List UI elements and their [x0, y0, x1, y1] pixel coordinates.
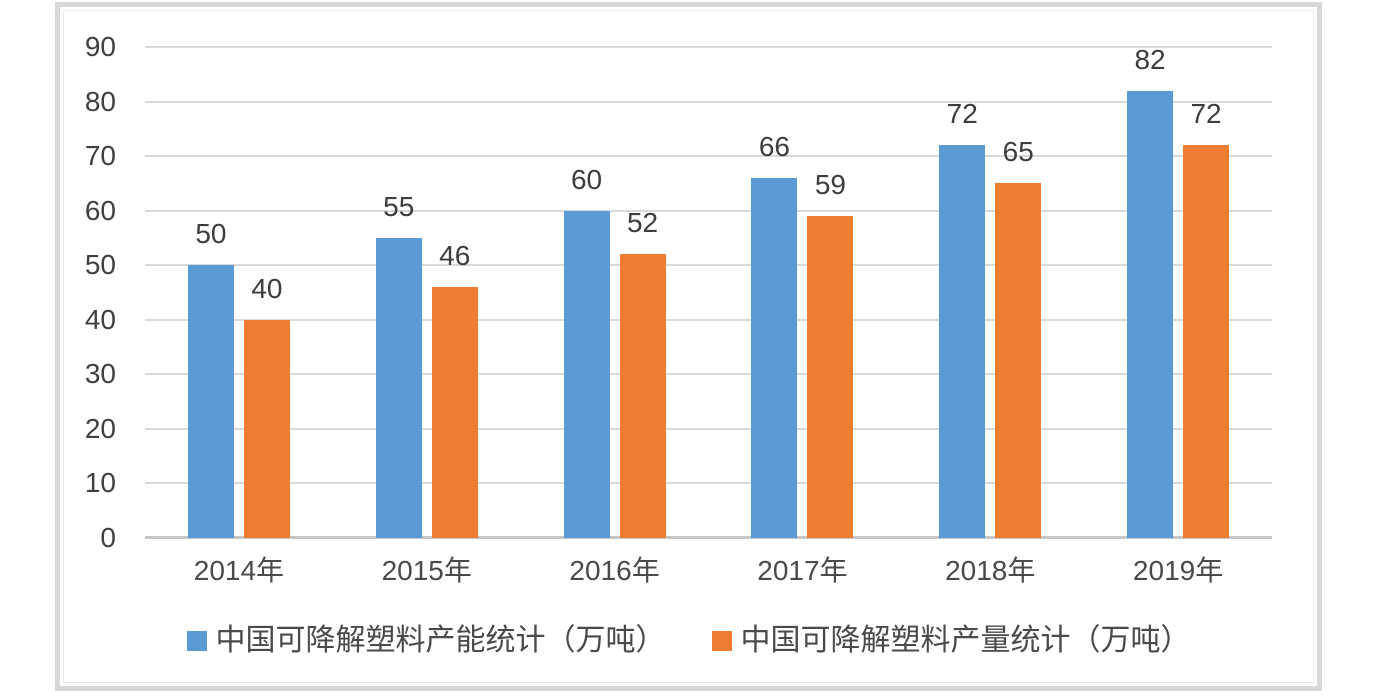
y-axis-tick-label: 60 — [84, 194, 116, 226]
y-axis-tick-label: 90 — [84, 31, 116, 62]
y-axis-tick-label: 20 — [84, 412, 116, 444]
bar-value-label-capacity: 66 — [758, 130, 790, 162]
y-axis-tick-label: 70 — [84, 140, 116, 172]
bar-capacity — [751, 177, 798, 538]
gridline — [145, 209, 1272, 212]
bar-group-2016年: 60 52 — [521, 47, 709, 538]
bar-value-label-capacity: 55 — [383, 190, 415, 222]
chart-frame: 50 40 55 46 60 52 66 59 72 65 82 72 0 10 20 30 40 50 60 70… — [55, 2, 1322, 691]
gridline — [145, 264, 1272, 267]
legend-item-capacity: 中国可降解塑料产能统计（万吨） — [186, 623, 666, 659]
bar-value-label-output: 65 — [1002, 136, 1034, 168]
bar-group-2017年: 66 59 — [709, 47, 897, 538]
bar-output — [431, 287, 478, 538]
gridline — [145, 427, 1272, 430]
bar-capacity — [375, 237, 422, 538]
bar-value-label-output: 46 — [439, 240, 471, 272]
bar-group-2018年: 72 65 — [896, 47, 1084, 538]
legend: 中国可降解塑料产能统计（万吨） 中国可降解塑料产量统计（万吨） — [60, 619, 1317, 663]
gridline — [145, 46, 1272, 48]
y-axis-tick-label: 0 — [100, 522, 116, 553]
bar-group-2019年: 82 72 — [1084, 43, 1272, 538]
gridline — [145, 318, 1272, 321]
bar-capacity — [563, 210, 610, 538]
y-axis-tick-label: 50 — [84, 249, 116, 281]
x-axis-tick-label: 2017年 — [757, 555, 848, 586]
bar-output — [995, 183, 1042, 538]
bar-value-label-capacity: 60 — [570, 163, 603, 195]
bar-output — [807, 216, 854, 538]
bar-group-2015年: 55 46 — [333, 47, 521, 538]
bar-value-label-output: 40 — [251, 272, 283, 304]
x-axis-tick-label: 2015年 — [381, 555, 472, 586]
bar-value-label-output: 52 — [626, 207, 659, 239]
bar-capacity — [939, 145, 986, 538]
bar-output — [243, 319, 290, 538]
x-axis-tick-label: 2019年 — [1132, 555, 1224, 586]
y-axis-tick-label: 30 — [84, 358, 116, 390]
bar-value-label-output: 59 — [814, 169, 846, 201]
gridline — [145, 155, 1272, 158]
x-axis-line — [145, 536, 1272, 539]
gridline — [145, 100, 1272, 103]
bar-output — [619, 254, 666, 538]
bar-capacity — [1127, 90, 1174, 538]
legend-item-output: 中国可降解塑料产量统计（万吨） — [711, 623, 1191, 659]
legend-swatch-output — [711, 631, 732, 651]
x-axis-tick-label: 2016年 — [569, 555, 660, 586]
y-axis-tick-label: 40 — [84, 303, 116, 335]
bar-group-2014年: 50 40 — [145, 47, 333, 538]
bar-value-label-capacity: 50 — [195, 218, 227, 250]
y-axis-tick-label: 80 — [84, 85, 116, 117]
legend-swatch-capacity — [186, 631, 207, 651]
bar-capacity — [187, 265, 234, 538]
x-axis-tick-label: 2018年 — [945, 555, 1036, 586]
x-axis-tick-label: 2014年 — [193, 555, 285, 586]
legend-label-capacity: 中国可降解塑料产能统计（万吨） — [215, 624, 666, 657]
gridline — [145, 373, 1272, 376]
bar-output — [1183, 145, 1230, 538]
bar-value-label-capacity: 72 — [946, 98, 978, 130]
legend-label-output: 中国可降解塑料产量统计（万吨） — [740, 624, 1191, 657]
plot-area: 50 40 55 46 60 52 66 59 72 65 82 72 — [145, 43, 1272, 539]
bar-value-label-output: 72 — [1190, 98, 1222, 130]
y-axis-tick-label: 10 — [84, 467, 116, 499]
gridline — [145, 482, 1272, 485]
bar-value-label-capacity: 82 — [1134, 43, 1166, 75]
